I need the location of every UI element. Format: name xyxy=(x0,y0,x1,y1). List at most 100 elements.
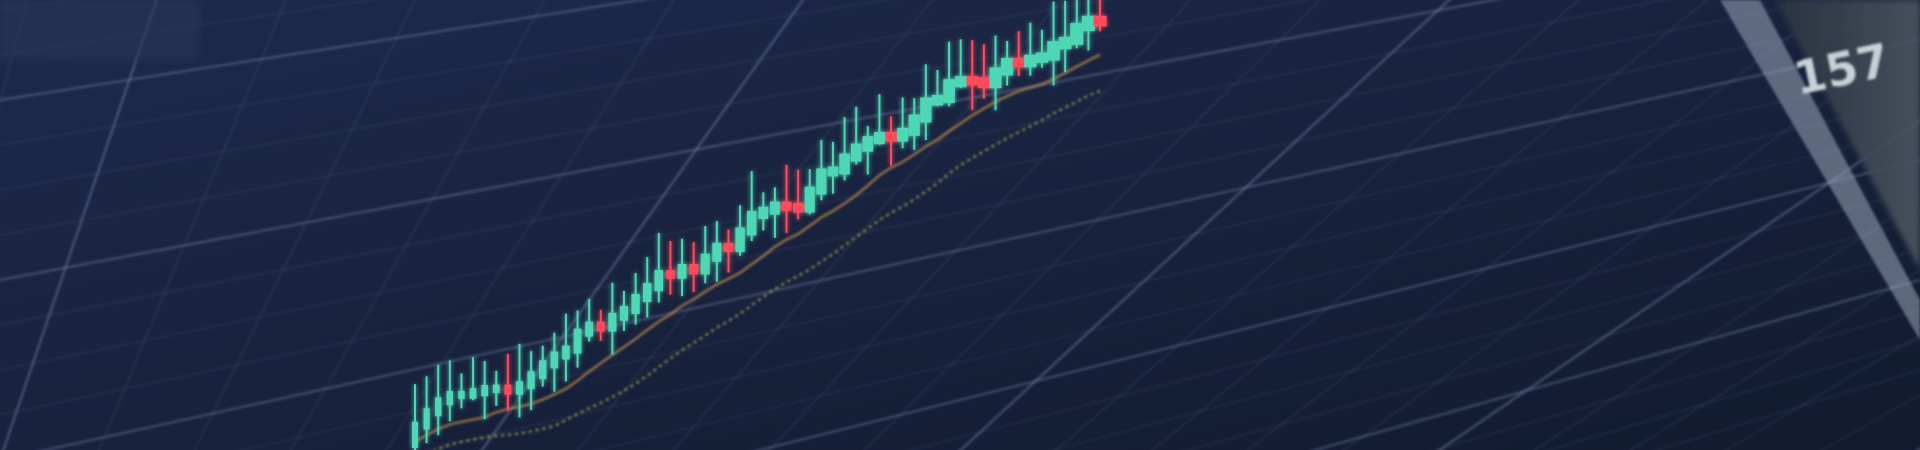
grid-line xyxy=(1311,279,1920,450)
candle-body xyxy=(885,131,897,142)
candle-body xyxy=(966,76,979,86)
grid-line xyxy=(755,159,1920,450)
candle-body xyxy=(1070,23,1084,45)
grid-line xyxy=(0,0,887,146)
candle-body xyxy=(746,210,757,236)
grid-line xyxy=(194,0,416,450)
grid-line xyxy=(909,189,1920,450)
candle-body xyxy=(931,94,944,106)
grid-line xyxy=(596,129,1920,450)
average-line xyxy=(414,53,1101,443)
candle-body xyxy=(619,305,629,321)
grid-line xyxy=(0,0,1499,281)
candle-body xyxy=(585,321,594,337)
grid-line xyxy=(240,69,1920,450)
candle-body xyxy=(643,283,652,302)
grid-line xyxy=(1547,339,1920,450)
side-panel xyxy=(1775,0,1920,270)
candle-body xyxy=(412,421,418,448)
grid-line xyxy=(98,0,287,450)
candle-body xyxy=(666,270,675,279)
grid-line xyxy=(1433,309,1920,450)
candle-body xyxy=(1001,57,1014,76)
average-line xyxy=(434,89,1101,450)
grid-line xyxy=(0,0,28,105)
grid-line xyxy=(0,0,374,56)
candle-body xyxy=(804,186,815,213)
candle-body xyxy=(435,397,442,417)
candle-body xyxy=(1093,15,1107,27)
candle-body xyxy=(1047,41,1060,61)
candle-body xyxy=(677,263,687,279)
grid-line xyxy=(1151,0,1709,450)
candle-body xyxy=(481,385,489,397)
candle-body xyxy=(1058,36,1072,50)
grid-line xyxy=(290,0,545,450)
grid-line xyxy=(0,9,1920,416)
candle-body xyxy=(596,321,605,332)
grid-line xyxy=(0,0,1109,191)
candle-body xyxy=(527,371,535,390)
candle-body xyxy=(908,114,920,136)
moving-averages xyxy=(414,53,1101,450)
grid-line xyxy=(41,39,1920,450)
candle-body xyxy=(423,408,430,430)
candle-body xyxy=(1024,54,1037,68)
candle-body xyxy=(550,351,559,369)
candle-body xyxy=(920,97,932,123)
grid-line xyxy=(1052,219,1920,450)
candles xyxy=(412,0,1107,450)
candle-body xyxy=(573,328,582,354)
candle-body xyxy=(469,388,477,399)
candle-body xyxy=(862,136,874,152)
grid-line xyxy=(1725,334,1920,450)
candle-body xyxy=(839,153,850,175)
candle-body xyxy=(1035,52,1049,63)
candle-body xyxy=(1081,15,1095,32)
grid-line xyxy=(0,0,1825,371)
candle-body xyxy=(515,381,524,395)
candle-body xyxy=(793,202,804,213)
candle-body xyxy=(874,131,885,145)
grid-line xyxy=(1247,0,1838,450)
candle-body xyxy=(608,312,617,332)
candle-body xyxy=(631,293,640,314)
grid-line xyxy=(1630,269,1920,450)
candle-body xyxy=(770,201,780,215)
grid-line xyxy=(1186,249,1920,450)
grid-line xyxy=(385,0,675,450)
candle-body xyxy=(781,201,792,211)
grid-line xyxy=(1055,0,1580,450)
screen-edge xyxy=(1720,0,1920,340)
candle-body xyxy=(816,168,827,195)
candle-body xyxy=(539,360,547,380)
candle-body xyxy=(562,345,570,360)
candle-body xyxy=(977,77,990,89)
candle-body xyxy=(492,384,500,394)
candle-body xyxy=(458,390,465,400)
candle-body xyxy=(504,384,512,395)
candle-body xyxy=(943,79,955,103)
candle-body xyxy=(654,270,664,292)
top-left-glare xyxy=(0,0,200,60)
grid-line xyxy=(864,0,1321,450)
candle-body xyxy=(723,242,734,252)
grid-line xyxy=(424,99,1920,450)
candle-body xyxy=(446,391,454,406)
grid-line xyxy=(0,0,647,101)
candle-body xyxy=(689,263,699,275)
candle-body xyxy=(758,206,769,219)
candle-body xyxy=(700,253,710,275)
grid-line xyxy=(0,0,1667,326)
candle-body xyxy=(897,127,909,142)
candle-body xyxy=(827,166,839,177)
grid-line xyxy=(2,0,158,450)
candle-body xyxy=(735,227,745,252)
candle-body xyxy=(954,76,967,88)
candle-body xyxy=(989,67,1002,89)
candle-body xyxy=(712,242,722,262)
candle-body xyxy=(1012,57,1025,68)
grid-line xyxy=(1437,119,1920,450)
